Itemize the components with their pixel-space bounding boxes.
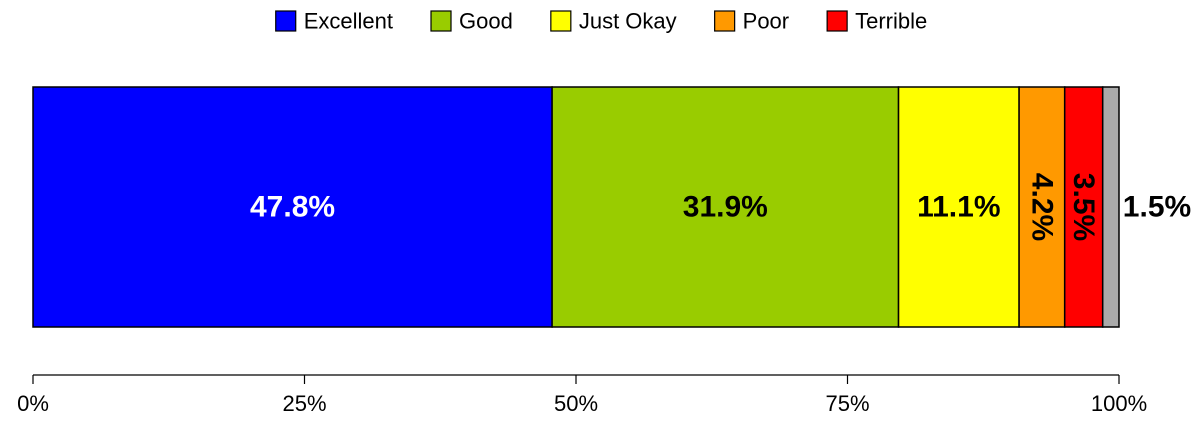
legend-swatch-excellent: [275, 10, 297, 32]
bar-labels: 47.8% 31.9% 11.1% 4.2% 3.5% 1.5%: [250, 173, 1191, 241]
data-label-poor: 4.2%: [1025, 173, 1058, 241]
x-tick-label: 0%: [17, 391, 49, 416]
legend-label-good: Good: [459, 9, 513, 34]
x-tick-label: 100%: [1091, 391, 1147, 416]
legend-swatch-good: [430, 10, 452, 32]
bar-segment-excellent: [32, 86, 553, 328]
legend-label-poor: Poor: [743, 9, 789, 34]
legend-label-excellent: Excellent: [304, 9, 393, 34]
legend-label-terrible: Terrible: [855, 9, 927, 34]
bar-segment-terrible: [1063, 86, 1104, 328]
bar-segment-other: [1101, 86, 1120, 328]
x-tick-label: 75%: [825, 391, 869, 416]
x-axis: 0% 25% 50% 75% 100%: [17, 374, 1147, 416]
legend: Excellent Good Just Okay Poor Terrible: [275, 9, 927, 34]
data-label-good: 31.9%: [683, 191, 768, 224]
legend-label-just-okay: Just Okay: [579, 9, 677, 34]
bar-segment-good: [551, 86, 900, 328]
legend-swatch-poor: [714, 10, 736, 32]
data-label-excellent: 47.8%: [250, 191, 335, 224]
x-tick-label: 25%: [282, 391, 326, 416]
legend-swatch-terrible: [826, 10, 848, 32]
x-tick-label: 50%: [554, 391, 598, 416]
data-label-other: 1.5%: [1123, 191, 1191, 224]
legend-swatch-just-okay: [550, 10, 572, 32]
bar-segments: [32, 86, 1120, 328]
data-label-terrible: 3.5%: [1067, 173, 1100, 241]
data-label-just-okay: 11.1%: [917, 191, 1000, 224]
bar-segment-just-okay: [897, 86, 1020, 328]
